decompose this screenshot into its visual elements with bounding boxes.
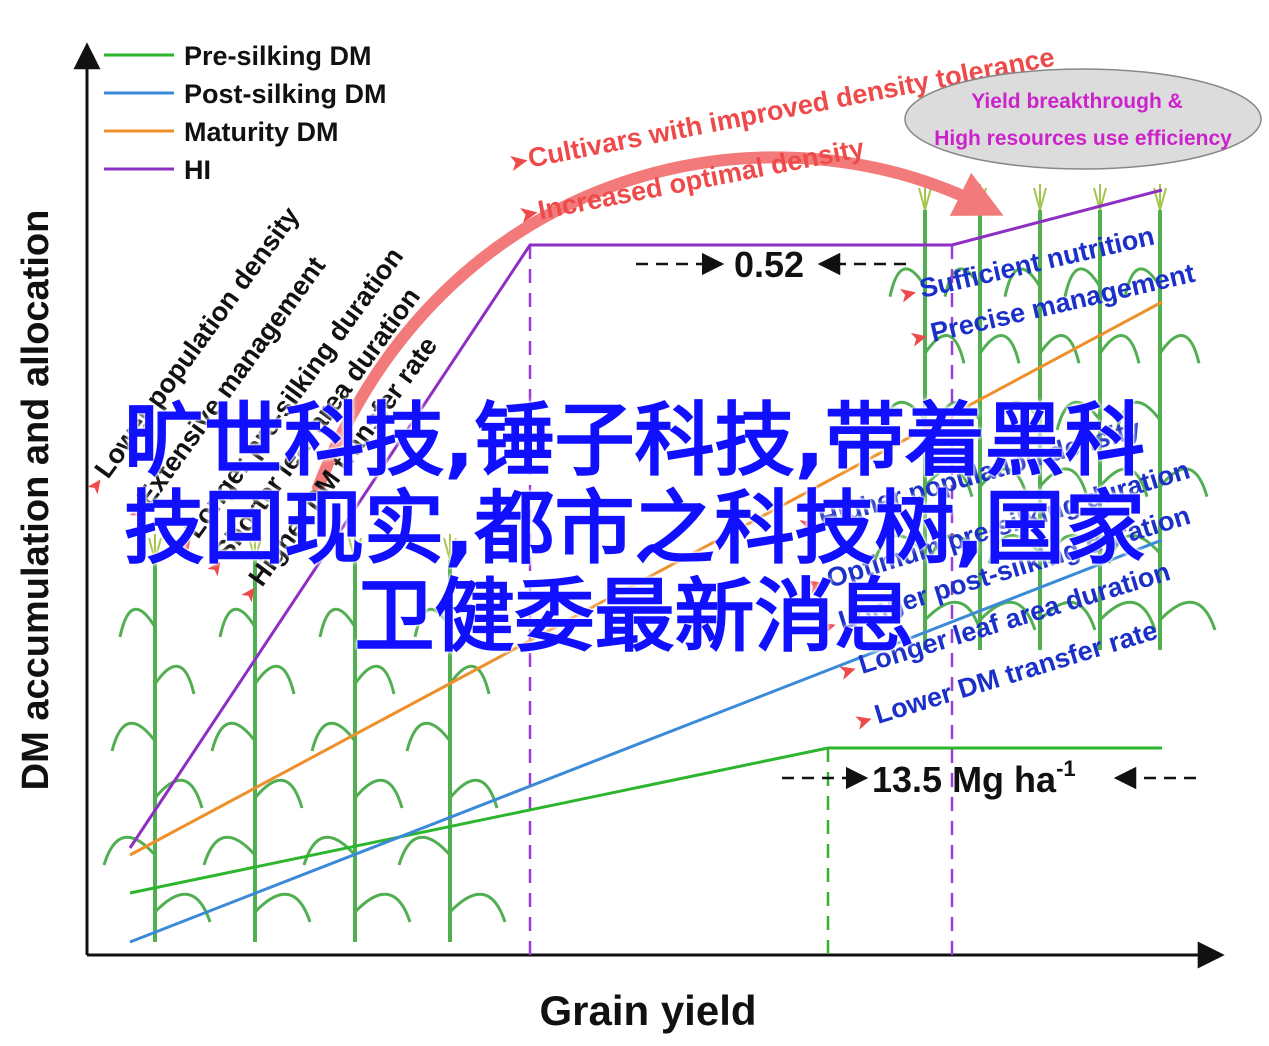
legend-label: Post-silking DM	[184, 79, 387, 109]
ellipse-line-2: High resources use efficiency	[934, 127, 1232, 150]
post-silking-dm-line	[129, 538, 1163, 944]
legend-label: Pre-silking DM	[184, 41, 372, 71]
bullet-arrow: ➤	[907, 323, 931, 352]
yield-value: 13.5 Mg ha-1	[872, 756, 1076, 800]
pre-silking-dm-line	[129, 746, 1162, 895]
maize-plant-icon	[987, 184, 1097, 650]
legend-item: HI	[104, 155, 211, 185]
hi-gap-annotation: 0.52	[636, 244, 906, 285]
maturity-dm-line	[129, 300, 1163, 857]
overlay-line-3: 卫健委最新消息	[354, 570, 915, 663]
legend-item: Maturity DM	[104, 117, 339, 147]
maize-plant-icon	[102, 534, 212, 942]
yield-annotation: 13.5 Mg ha-1	[782, 756, 1196, 800]
improvement-arrow	[312, 151, 1004, 494]
maize-plant-icon	[927, 184, 1037, 650]
hi-line	[128, 188, 1163, 849]
y-axis-label: DM accumulation and allocation	[15, 210, 57, 791]
bullet-arrow: ➤	[851, 706, 876, 735]
x-axis-label: Grain yield	[539, 987, 756, 1034]
yield-breakthrough-ellipse: Yield breakthrough & High resources use …	[904, 68, 1262, 170]
legend-item: Pre-silking DM	[104, 41, 372, 71]
bullet-arrow: ➤	[896, 279, 920, 308]
ellipse-line-1: Yield breakthrough &	[971, 90, 1183, 113]
maize-plant-icon	[397, 534, 507, 942]
overlay-line-2: 技回现实,都市之科技树,国家	[124, 482, 1145, 575]
maize-plant-icon	[1047, 184, 1157, 650]
axes	[73, 42, 1225, 969]
legend-label: Maturity DM	[184, 117, 339, 147]
overlay-line-1: 旷世科技,锤子科技,带着黑科	[124, 394, 1145, 487]
maize-plant-icon	[202, 534, 312, 942]
hi-gap-value: 0.52	[734, 244, 804, 285]
maize-plant-icon	[1107, 184, 1217, 650]
legend-item: Post-silking DM	[104, 79, 387, 109]
legend: Pre-silking DM Post-silking DM Maturity DM…	[104, 41, 387, 185]
legend-label: HI	[184, 155, 211, 185]
